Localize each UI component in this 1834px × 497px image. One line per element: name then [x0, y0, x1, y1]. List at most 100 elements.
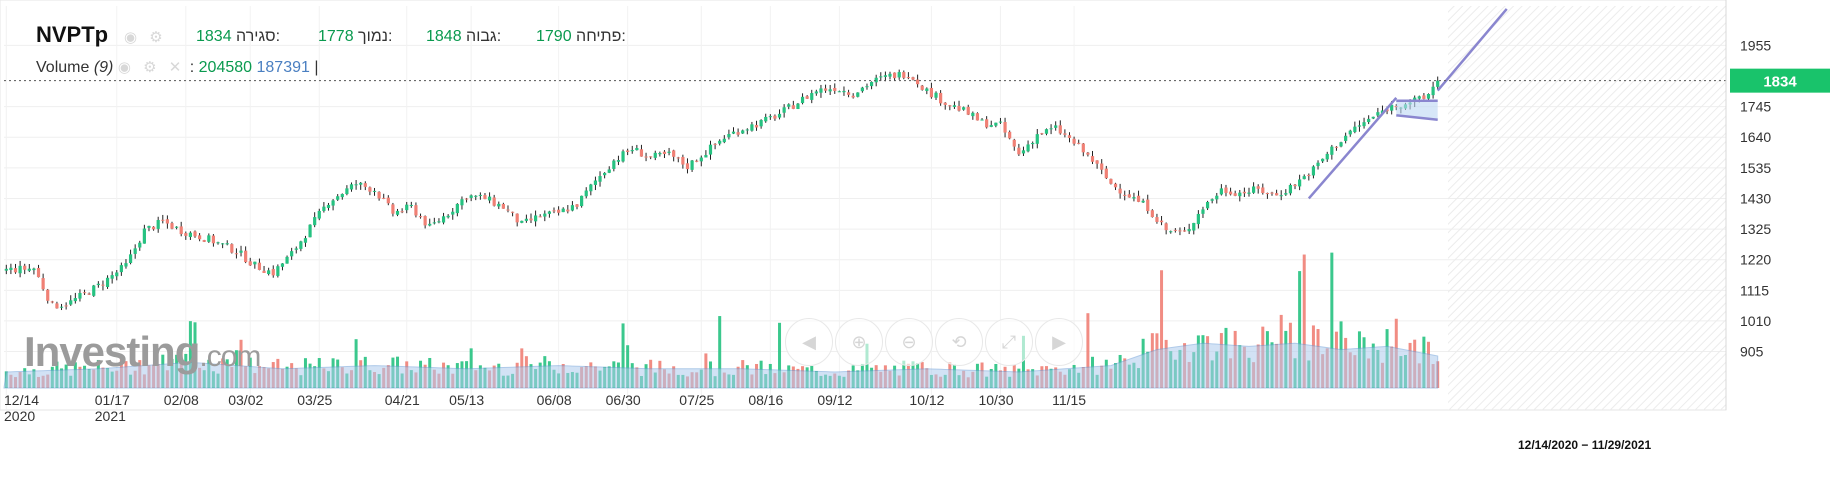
candle-up — [925, 88, 929, 91]
candle-up — [1321, 158, 1325, 162]
candle-down — [948, 105, 952, 107]
candle-down — [1334, 146, 1339, 148]
candle-up — [897, 72, 901, 78]
candle-up — [1201, 209, 1205, 214]
candle-up — [4, 268, 8, 271]
zoom-in-icon: ⊕ — [851, 331, 867, 352]
candle-up — [460, 199, 464, 206]
candle-up — [451, 211, 455, 215]
high-readout: 1848 גבוה: — [426, 28, 501, 46]
candles — [4, 69, 1440, 311]
candle-up — [285, 256, 289, 264]
candle-down — [1118, 188, 1122, 194]
candle-down — [754, 124, 759, 128]
candle-up — [828, 89, 832, 92]
candle-up — [888, 73, 892, 77]
close-label: סגירה: — [236, 28, 281, 45]
candle-down — [101, 284, 105, 286]
symbol-title: NVPTp — [36, 22, 109, 47]
zoom-out-icon: ⊖ — [901, 331, 917, 352]
candle-up — [1049, 128, 1053, 130]
candle-up — [303, 238, 308, 243]
candle-up — [690, 160, 694, 170]
candle-down — [957, 105, 961, 111]
candle-up — [276, 266, 280, 276]
candle-down — [50, 301, 54, 303]
candle-up — [1325, 153, 1329, 160]
candle-up — [267, 270, 271, 275]
y-tick-label: 1640 — [1740, 129, 1771, 145]
candle-up — [837, 91, 841, 93]
candle-up — [796, 103, 800, 109]
candle-up — [533, 215, 538, 222]
candle-down — [1086, 152, 1090, 155]
candle-down — [13, 268, 18, 273]
candle-up — [105, 277, 110, 287]
volume-settings-icons[interactable]: ◉ ⚙ ✕ — [117, 59, 186, 76]
candle-up — [354, 184, 358, 186]
x-tick-label: 10/12 — [909, 392, 944, 408]
candle-down — [985, 119, 989, 128]
indicator-settings-icons[interactable]: ◉ ⚙ — [124, 29, 167, 46]
candle-up — [653, 152, 657, 158]
candle-up — [777, 113, 782, 118]
candle-up — [1357, 125, 1362, 127]
candle-up — [18, 265, 22, 274]
volume-bar — [239, 339, 243, 388]
candle-up — [156, 220, 160, 229]
reset-zoom-button[interactable]: ⟲ — [935, 318, 983, 366]
candle-down — [46, 289, 50, 301]
candle-up — [722, 138, 726, 143]
candle-up — [119, 265, 123, 273]
scroll-right-button[interactable]: ▶ — [1035, 318, 1083, 366]
volume-value: 204580 — [198, 59, 253, 76]
candle-up — [340, 193, 344, 198]
candle-up — [800, 96, 805, 104]
open-label: פתיחה: — [576, 28, 626, 45]
candle-up — [1316, 162, 1320, 167]
watermark-suffix: .com — [199, 340, 261, 373]
candle-down — [1261, 187, 1265, 194]
candle-up — [1362, 122, 1366, 127]
candle-up — [138, 242, 142, 248]
candle-up — [478, 194, 482, 196]
candle-up — [124, 263, 128, 267]
candle-up — [1353, 126, 1357, 132]
candle-down — [391, 204, 395, 214]
candle-up — [934, 92, 938, 98]
candle-down — [1008, 131, 1012, 139]
candle-up — [869, 81, 874, 87]
candle-up — [253, 261, 257, 265]
candle-up — [331, 200, 335, 206]
zoom-out-button[interactable]: ⊖ — [885, 318, 933, 366]
candle-up — [603, 172, 607, 176]
candle-down — [929, 87, 934, 98]
candle-up — [1417, 96, 1421, 99]
candle-down — [1275, 193, 1279, 196]
candle-up — [1376, 112, 1380, 116]
candle-down — [1307, 174, 1311, 177]
zoom-in-button[interactable]: ⊕ — [835, 318, 883, 366]
open-value: 1790 — [536, 28, 572, 45]
candle-up — [708, 144, 713, 155]
candle-up — [520, 220, 524, 223]
candle-down — [902, 72, 906, 78]
candle-down — [538, 216, 542, 218]
candle-up — [1215, 195, 1219, 200]
candle-down — [1182, 230, 1187, 232]
candle-down — [1173, 229, 1177, 231]
candle-up — [225, 243, 229, 245]
high-label: גבוה: — [466, 28, 502, 45]
candle-down — [1109, 178, 1113, 184]
candle-down — [966, 106, 970, 115]
candle-down — [851, 95, 855, 98]
trend-lines — [1307, 8, 1508, 200]
candle-up — [718, 140, 722, 144]
scroll-left-button[interactable]: ◀ — [785, 318, 833, 366]
candle-down — [639, 149, 644, 157]
candle-up — [952, 105, 957, 107]
fit-button[interactable]: ⤢ — [985, 318, 1033, 366]
candle-up — [32, 268, 36, 271]
candle-up — [133, 248, 137, 254]
candle-down — [773, 115, 777, 119]
